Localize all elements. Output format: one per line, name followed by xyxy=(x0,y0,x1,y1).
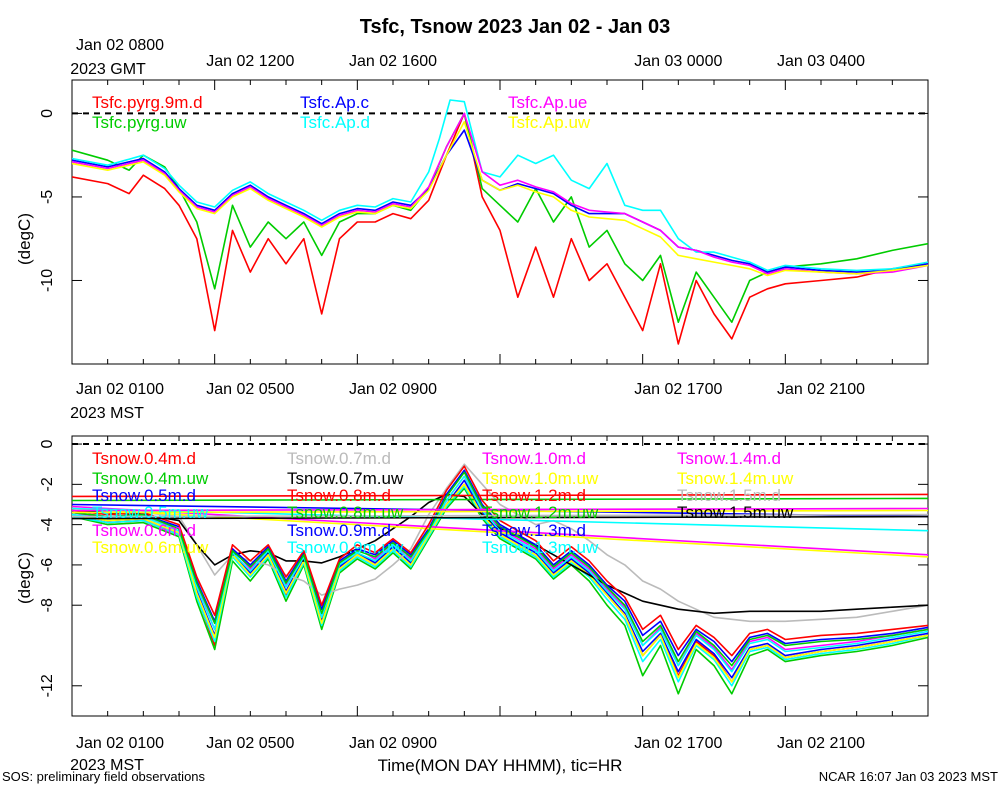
legend-entry: Tsnow.1.0m.uw xyxy=(482,469,599,488)
legend-entry: Tsnow.0.7m.d xyxy=(287,449,391,468)
series-line-Tsfc-Ap-ue xyxy=(72,112,928,275)
legend-entry: Tsnow.1.4m.uw xyxy=(677,469,794,488)
legend-entry: Tsnow.1.2m.uw xyxy=(482,503,599,522)
tsnow-panel: 0-2-4-6-8-12 Tsnow.0.4m.dTsnow.0.4m.uwTs… xyxy=(15,435,929,717)
series-line-Tsnow-1-5m-uw xyxy=(72,515,928,520)
legend-entry: Tsnow.0.6m.uw xyxy=(92,538,209,557)
legend-entry: Tsnow.0.9m.d xyxy=(287,521,391,540)
mst-axis-middle: Jan 02 0100 2023 MST Jan 02 0500 Jan 02 0… xyxy=(70,381,865,422)
series-line-Tsnow-0-8m-uw xyxy=(72,497,928,502)
tsnow-y-ticks: 0 -2 -4 -6 -8 -12 xyxy=(39,440,928,697)
time-tick-label: Jan 02 1200 xyxy=(206,53,294,70)
legend-entry: Tsnow.1.3m.uw xyxy=(482,538,599,557)
time-tick-label: Jan 02 0900 xyxy=(349,735,437,752)
series-line-Tsfc-Ap-d xyxy=(72,99,928,272)
y-tick-label: -2 xyxy=(39,477,56,491)
legend-entry: Tsnow.1.5m.uw xyxy=(677,503,794,522)
series-line-Tsnow-1-0m-d xyxy=(72,505,928,556)
series-line-Tsfc-pyrg-9m-d xyxy=(72,112,928,345)
mst-bot-first-label-line2: 2023 MST xyxy=(70,757,144,774)
gmt-axis: Jan 02 0800 2023 GMT Jan 02 1200 Jan 02 1… xyxy=(70,37,865,78)
series-line-Tsnow-1-2m-uw xyxy=(72,471,928,667)
legend-entry: Tsnow.1.4m.d xyxy=(677,449,781,468)
y-tick-label: -6 xyxy=(39,558,56,572)
tsnow-series xyxy=(72,463,928,695)
time-tick-label: Jan 03 0000 xyxy=(634,53,722,70)
series-line-Tsfc-pyrg-uw xyxy=(72,112,928,324)
series-line-Tsfc-Ap-c xyxy=(72,129,928,273)
series-line-Tsnow-0-4m-uw xyxy=(72,487,928,695)
series-line-Tsnow-1-4m-d xyxy=(72,507,928,512)
chart-title: Tsfc, Tsnow 2023 Jan 02 - Jan 03 xyxy=(360,16,671,38)
mst-mid-first-label-line2: 2023 MST xyxy=(70,405,144,422)
time-tick-label: Jan 02 0500 xyxy=(206,381,294,398)
time-tick-label: Jan 03 0400 xyxy=(777,53,865,70)
y-tick-label: -12 xyxy=(39,674,56,697)
series-line-Tsnow-0-9m-uw xyxy=(72,475,928,673)
y-tick-label: -4 xyxy=(39,517,56,531)
y-tick-label: -8 xyxy=(39,598,56,612)
legend-entry: Tsnow.0.4m.d xyxy=(92,449,196,468)
tsfc-x-ticks xyxy=(71,80,929,364)
legend-entry: Tsfc.Ap.ue xyxy=(508,93,587,112)
tsnow-legend: Tsnow.0.4m.dTsnow.0.4m.uwTsnow.0.5m.dTsn… xyxy=(92,449,794,557)
legend-entry: Tsnow.0.5m.uw xyxy=(92,503,209,522)
series-line-Tsnow-1-4m-uw xyxy=(72,509,928,514)
gmt-first-label-line1: Jan 02 0800 xyxy=(76,37,164,54)
legend-entry: Tsnow.1.5m.d xyxy=(677,486,781,505)
y-tick-label: 0 xyxy=(39,109,56,118)
y-tick-label: -5 xyxy=(39,190,56,204)
series-line-Tsnow-0-9m-d xyxy=(72,469,928,663)
legend-entry: Tsfc.pyrg.9m.d xyxy=(92,93,203,112)
time-tick-label: Jan 02 1600 xyxy=(349,53,437,70)
x-axis-label: Time(MON DAY HHMM), tic=HR xyxy=(378,756,623,775)
tsfc-panel-frame xyxy=(71,79,929,365)
legend-entry: Tsfc.Ap.c xyxy=(300,93,369,112)
legend-entry: Tsnow.0.7m.uw xyxy=(287,469,404,488)
legend-entry: Tsnow.1.2m.d xyxy=(482,486,586,505)
tsfc-series xyxy=(72,99,928,345)
tsfc-y-axis-label: (degC) xyxy=(15,213,34,265)
legend-entry: Tsnow.1.0m.d xyxy=(482,449,586,468)
time-tick-label: Jan 02 2100 xyxy=(777,735,865,752)
time-tick-label: Jan 02 1700 xyxy=(634,735,722,752)
time-tick-label: Jan 02 1700 xyxy=(634,381,722,398)
series-line-Tsnow-0-6m-uw xyxy=(72,483,928,683)
series-line-Tsnow-0-8m-d xyxy=(72,493,928,498)
tsnow-y-axis-label: (degC) xyxy=(15,552,34,604)
time-tick-label: Jan 02 2100 xyxy=(777,381,865,398)
legend-entry: Tsnow.0.8m.d xyxy=(287,486,391,505)
mst-bot-tick-labels: Jan 02 0500 Jan 02 0900 Jan 02 1700 Jan 02 … xyxy=(206,735,865,752)
mst-mid-tick-labels: Jan 02 0500 Jan 02 0900 Jan 02 1700 Jan 02 … xyxy=(206,381,865,398)
mst-axis-bottom: Jan 02 0100 2023 MST Jan 02 0500 Jan 02 0… xyxy=(70,735,865,774)
legend-entry: Tsnow.0.8m.uw xyxy=(287,503,404,522)
series-line-Tsnow-1-5m-d xyxy=(72,513,928,518)
tsnow-x-ticks xyxy=(71,436,929,716)
y-tick-label: -10 xyxy=(39,269,56,292)
mst-mid-first-label-line1: Jan 02 0100 xyxy=(76,381,164,398)
legend-entry: Tsfc.Ap.d xyxy=(300,113,370,132)
legend-entry: Tsfc.Ap.uw xyxy=(508,113,591,132)
legend-entry: Tsnow.0.5m.d xyxy=(92,486,196,505)
legend-entry: Tsnow.1.3m.d xyxy=(482,521,586,540)
time-tick-label: Jan 02 0900 xyxy=(349,381,437,398)
gmt-first-label-line2: 2023 GMT xyxy=(70,61,146,78)
tsfc-legend: Tsfc.pyrg.9m.dTsfc.pyrg.uwTsfc.Ap.cTsfc.… xyxy=(92,93,591,132)
gmt-tick-labels: Jan 02 1200 Jan 02 1600 Jan 03 0000 Jan 03 … xyxy=(206,53,865,70)
y-tick-label: 0 xyxy=(39,440,56,449)
legend-entry: Tsnow.0.9m.uw xyxy=(287,538,404,557)
series-line-Tsfc-Ap-uw xyxy=(72,121,928,277)
footer-left: SOS: preliminary field observations xyxy=(2,769,206,784)
legend-entry: Tsnow.0.6m.d xyxy=(92,521,196,540)
legend-entry: Tsnow.0.4m.uw xyxy=(92,469,209,488)
mst-bot-first-label-line1: Jan 02 0100 xyxy=(76,735,164,752)
series-line-Tsnow-0-5m-uw xyxy=(72,485,928,687)
footer-right: NCAR 16:07 Jan 03 2023 MST xyxy=(819,769,998,784)
time-tick-label: Jan 02 0500 xyxy=(206,735,294,752)
legend-entry: Tsfc.pyrg.uw xyxy=(92,113,187,132)
